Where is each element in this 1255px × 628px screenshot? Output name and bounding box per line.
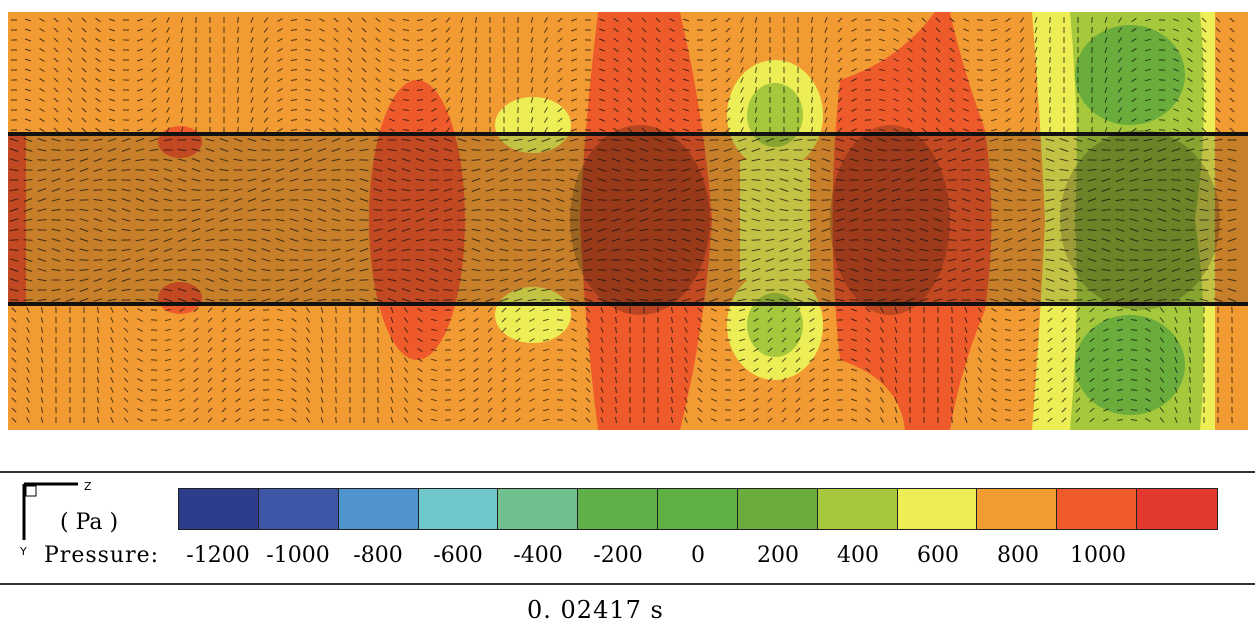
time-stamp: 0. 02417 s xyxy=(527,596,664,624)
divider-top xyxy=(0,471,1255,473)
axes-icon: Z Y xyxy=(19,480,92,558)
colorbar-tick-label: -1000 xyxy=(266,543,330,568)
colorbar-tick-label: -200 xyxy=(593,543,643,568)
dense-vector-region-1 xyxy=(570,125,710,315)
colorbar-tick-label: -600 xyxy=(433,543,483,568)
colorbar-tick-label: -800 xyxy=(353,543,403,568)
colorbar-swatch xyxy=(897,489,978,529)
colorbar-tick-label: 600 xyxy=(917,543,959,568)
colorbar-swatch xyxy=(258,489,339,529)
colorbar-swatch xyxy=(658,489,738,529)
jet-core-shade xyxy=(8,135,1248,305)
colorbar-swatch xyxy=(1137,489,1217,529)
colorbar-tick-label: 800 xyxy=(997,543,1039,568)
colorbar-swatch xyxy=(737,489,818,529)
dense-vector-region-3 xyxy=(1060,130,1220,310)
colorbar-swatch xyxy=(817,489,898,529)
colorbar-swatch xyxy=(977,489,1058,529)
pressure-zone-green-1 xyxy=(747,83,803,147)
divider-bottom xyxy=(0,583,1255,585)
colorbar-swatch xyxy=(498,489,579,529)
colorbar-tick-label: 1000 xyxy=(1070,543,1126,568)
pressure-zone-yellow-1 xyxy=(495,97,571,153)
colorbar-tick-label: 400 xyxy=(837,543,879,568)
pressure-colorbar xyxy=(178,488,1218,530)
colorbar-swatch xyxy=(1057,489,1138,529)
velocity-arrows xyxy=(9,16,1237,424)
pressure-zone-green-4 xyxy=(1075,25,1185,125)
jet-core-left xyxy=(8,135,26,305)
dense-vector-region-2 xyxy=(830,125,950,315)
jet-core-edge-top xyxy=(8,132,1248,136)
legend-label: Pressure: xyxy=(44,543,160,568)
axis-z-label: Z xyxy=(84,480,92,493)
pressure-zone-green-2 xyxy=(747,293,803,357)
pressure-zone-high-2 xyxy=(580,12,712,430)
colorbar-swatch xyxy=(578,489,659,529)
colorbar-swatch xyxy=(418,489,499,529)
colorbar-swatch xyxy=(338,489,419,529)
pressure-zone-high-3 xyxy=(832,12,992,430)
legend-unit: ( Pa ) xyxy=(60,510,119,535)
colorbar-tick-label: 200 xyxy=(757,543,799,568)
pressure-vector-field xyxy=(8,12,1248,430)
colorbar-tick-label: 0 xyxy=(691,543,705,568)
pressure-zone-green-5 xyxy=(1075,315,1185,415)
colorbar-tick-label: -400 xyxy=(513,543,563,568)
axis-y-label: Y xyxy=(19,545,27,558)
colorbar-tick-label: -1200 xyxy=(186,543,250,568)
jet-core-edge-bottom xyxy=(8,302,1248,306)
colorbar-swatch xyxy=(179,489,259,529)
